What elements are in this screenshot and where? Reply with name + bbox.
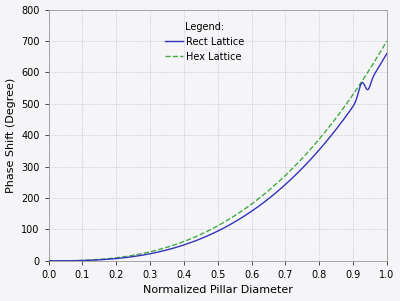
Rect Lattice — [46, 259, 51, 263]
Hex Lattice — [374, 56, 379, 60]
Rect Lattice — [384, 52, 389, 55]
Rect Lattice — [64, 259, 68, 262]
Rect Lattice — [202, 235, 206, 239]
Hex Lattice — [375, 56, 380, 59]
Y-axis label: Phase Shift (Degree): Phase Shift (Degree) — [6, 78, 16, 193]
Hex Lattice — [384, 39, 389, 43]
Rect Lattice — [375, 68, 380, 72]
Rect Lattice — [211, 231, 216, 235]
Hex Lattice — [202, 231, 206, 234]
Hex Lattice — [46, 259, 51, 263]
Rect Lattice — [312, 153, 317, 157]
Legend: Rect Lattice, Hex Lattice: Rect Lattice, Hex Lattice — [165, 22, 245, 62]
Line: Rect Lattice: Rect Lattice — [49, 54, 387, 261]
X-axis label: Normalized Pillar Diameter: Normalized Pillar Diameter — [143, 285, 293, 296]
Hex Lattice — [211, 227, 216, 230]
Line: Hex Lattice: Hex Lattice — [49, 41, 387, 261]
Hex Lattice — [312, 142, 317, 146]
Hex Lattice — [64, 259, 68, 262]
Rect Lattice — [374, 68, 379, 72]
